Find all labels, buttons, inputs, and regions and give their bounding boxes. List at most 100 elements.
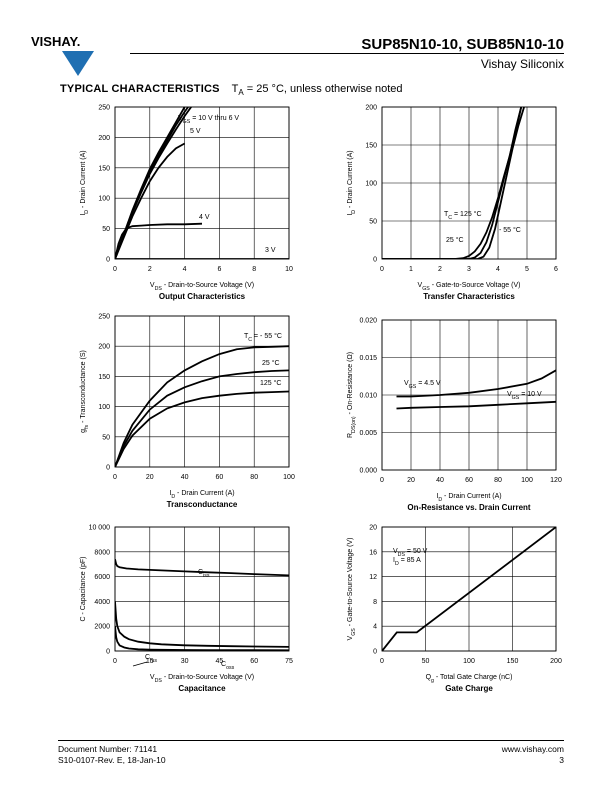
x-tick-label: 100: [283, 474, 295, 481]
annotation-label: VDS = 50 V: [393, 548, 428, 558]
y-tick-label: 0: [373, 649, 377, 656]
series-line: [115, 626, 289, 651]
section-title: TYPICAL CHARACTERISTICS: [60, 83, 220, 95]
y-tick-label: 6000: [94, 574, 110, 581]
x-tick-label: 80: [250, 474, 258, 481]
footer-url[interactable]: www.vishay.com: [501, 744, 564, 754]
y-tick-label: 0.005: [359, 430, 377, 437]
x-tick-label: 4: [183, 266, 187, 273]
x-tick-label: 50: [422, 658, 430, 665]
chart-title: Gate Charge: [445, 684, 493, 693]
x-tick-label: 1: [409, 266, 413, 273]
document-title: SUP85N10-10, SUB85N10-10: [361, 36, 564, 53]
x-tick-label: 0: [113, 266, 117, 273]
x-tick-label: 0: [113, 658, 117, 665]
x-tick-label: 3: [467, 266, 471, 273]
annotation-label: 25 °C: [446, 236, 464, 244]
annotation-label: - 55 °C: [499, 226, 521, 234]
x-tick-label: 45: [216, 658, 224, 665]
x-tick-label: 60: [250, 658, 258, 665]
chart-title: Capacitance: [178, 684, 226, 693]
y-tick-label: 100: [365, 181, 377, 188]
y-axis-label: C - Capacitance (pF): [80, 557, 87, 622]
series-line: [115, 142, 186, 259]
x-tick-label: 80: [494, 477, 502, 484]
x-tick-label: 60: [216, 474, 224, 481]
y-tick-label: 10 000: [89, 525, 111, 532]
y-tick-label: 100: [98, 196, 110, 203]
x-tick-label: 40: [436, 477, 444, 484]
x-tick-label: 15: [146, 658, 154, 665]
y-tick-label: 8: [373, 599, 377, 606]
x-tick-label: 20: [146, 474, 154, 481]
x-tick-label: 60: [465, 477, 473, 484]
annotation-label: TC = 125 °C: [444, 210, 482, 221]
y-tick-label: 8000: [94, 549, 110, 556]
x-tick-label: 6: [217, 266, 221, 273]
y-tick-label: 2000: [94, 624, 110, 631]
vishay-logo: VISHAY.: [30, 30, 120, 80]
x-tick-label: 120: [550, 477, 562, 484]
chart-title: Transfer Characteristics: [423, 292, 515, 301]
annotation-label: VGS = 4.5 V: [404, 380, 441, 390]
y-tick-label: 0.015: [359, 355, 377, 362]
y-tick-label: 200: [98, 135, 110, 142]
annotation-label: VGS = 10 V thru 6 V: [178, 115, 239, 125]
annotation-label: ID = 85 A: [393, 557, 421, 567]
y-tick-label: 250: [98, 314, 110, 321]
series-line: [115, 369, 289, 467]
plot-frame: [381, 319, 557, 471]
annotation-label: 4 V: [199, 214, 210, 221]
header-rule: [130, 53, 564, 54]
y-tick-label: 0: [106, 257, 110, 264]
y-tick-label: 150: [98, 165, 110, 172]
y-tick-label: 16: [369, 549, 377, 556]
series-line: [382, 107, 525, 259]
x-tick-label: 0: [380, 477, 384, 484]
annotation-label: VGS = 10 V: [507, 391, 542, 401]
annotation-label: TC = - 55 °C: [244, 332, 282, 343]
chart-5: 0 15 30 45 60 75 0 2000 4000 6000 8000 10 000 Ciss Co…: [80, 525, 293, 694]
x-tick-label: 150: [507, 658, 519, 665]
series-line: [115, 107, 193, 259]
annotation-label: 125 °C: [260, 379, 281, 387]
y-tick-label: 50: [369, 219, 377, 226]
chart-4: 0 20 40 60 80 100 120 0.000 0.005 0.010 0.015 0.020…: [347, 318, 562, 513]
x-tick-label: 8: [252, 266, 256, 273]
x-tick-label: 0: [380, 266, 384, 273]
annotation-label: 3 V: [265, 247, 276, 254]
condition-text: = 25 °C, unless otherwise noted: [243, 83, 403, 95]
y-tick-label: 0: [373, 257, 377, 264]
y-tick-label: 200: [98, 344, 110, 351]
x-tick-label: 0: [113, 474, 117, 481]
y-tick-label: 4: [373, 624, 377, 631]
revision: S10-0107-Rev. E, 18-Jan-10: [58, 755, 166, 765]
y-tick-label: 150: [365, 143, 377, 150]
x-axis-label: ID - Drain Current (A): [436, 493, 501, 503]
chart-2: 0 1 2 3 4 5 6 0 50 100 150 200 TC = 125 °C 25 °C - 55 …: [347, 105, 558, 302]
y-tick-label: 100: [98, 404, 110, 411]
y-tick-label: 0.010: [359, 393, 377, 400]
chart-6: 0 50 100 150 200 0 4 8 12 16 20 VDS = 50 VID = 85 A…: [347, 525, 562, 694]
y-tick-label: 150: [98, 374, 110, 381]
logo-triangle-icon: [62, 51, 94, 76]
y-tick-label: 4000: [94, 599, 110, 606]
x-tick-label: 2: [438, 266, 442, 273]
x-axis-label: VGS - Gate-to-Source Voltage (V): [418, 282, 521, 292]
y-tick-label: 0: [106, 465, 110, 472]
x-tick-label: 5: [525, 266, 529, 273]
doc-number: Document Number: 71141: [58, 744, 158, 754]
y-tick-label: 0.000: [359, 468, 377, 475]
y-axis-label: VGS - Gate-to-Source Voltage (V): [347, 538, 357, 641]
series-line: [396, 400, 556, 410]
x-axis-label: VDS - Drain-to-Source Voltage (V): [150, 674, 254, 684]
chart-title: On-Resistance vs. Drain Current: [407, 503, 530, 512]
y-tick-label: 12: [369, 574, 377, 581]
chart-title: Output Characteristics: [159, 292, 246, 301]
y-tick-label: 50: [102, 226, 110, 233]
page-number: 3: [559, 755, 564, 765]
condition-t-sub: A: [238, 88, 244, 98]
capacitance-pointers: [132, 661, 148, 667]
